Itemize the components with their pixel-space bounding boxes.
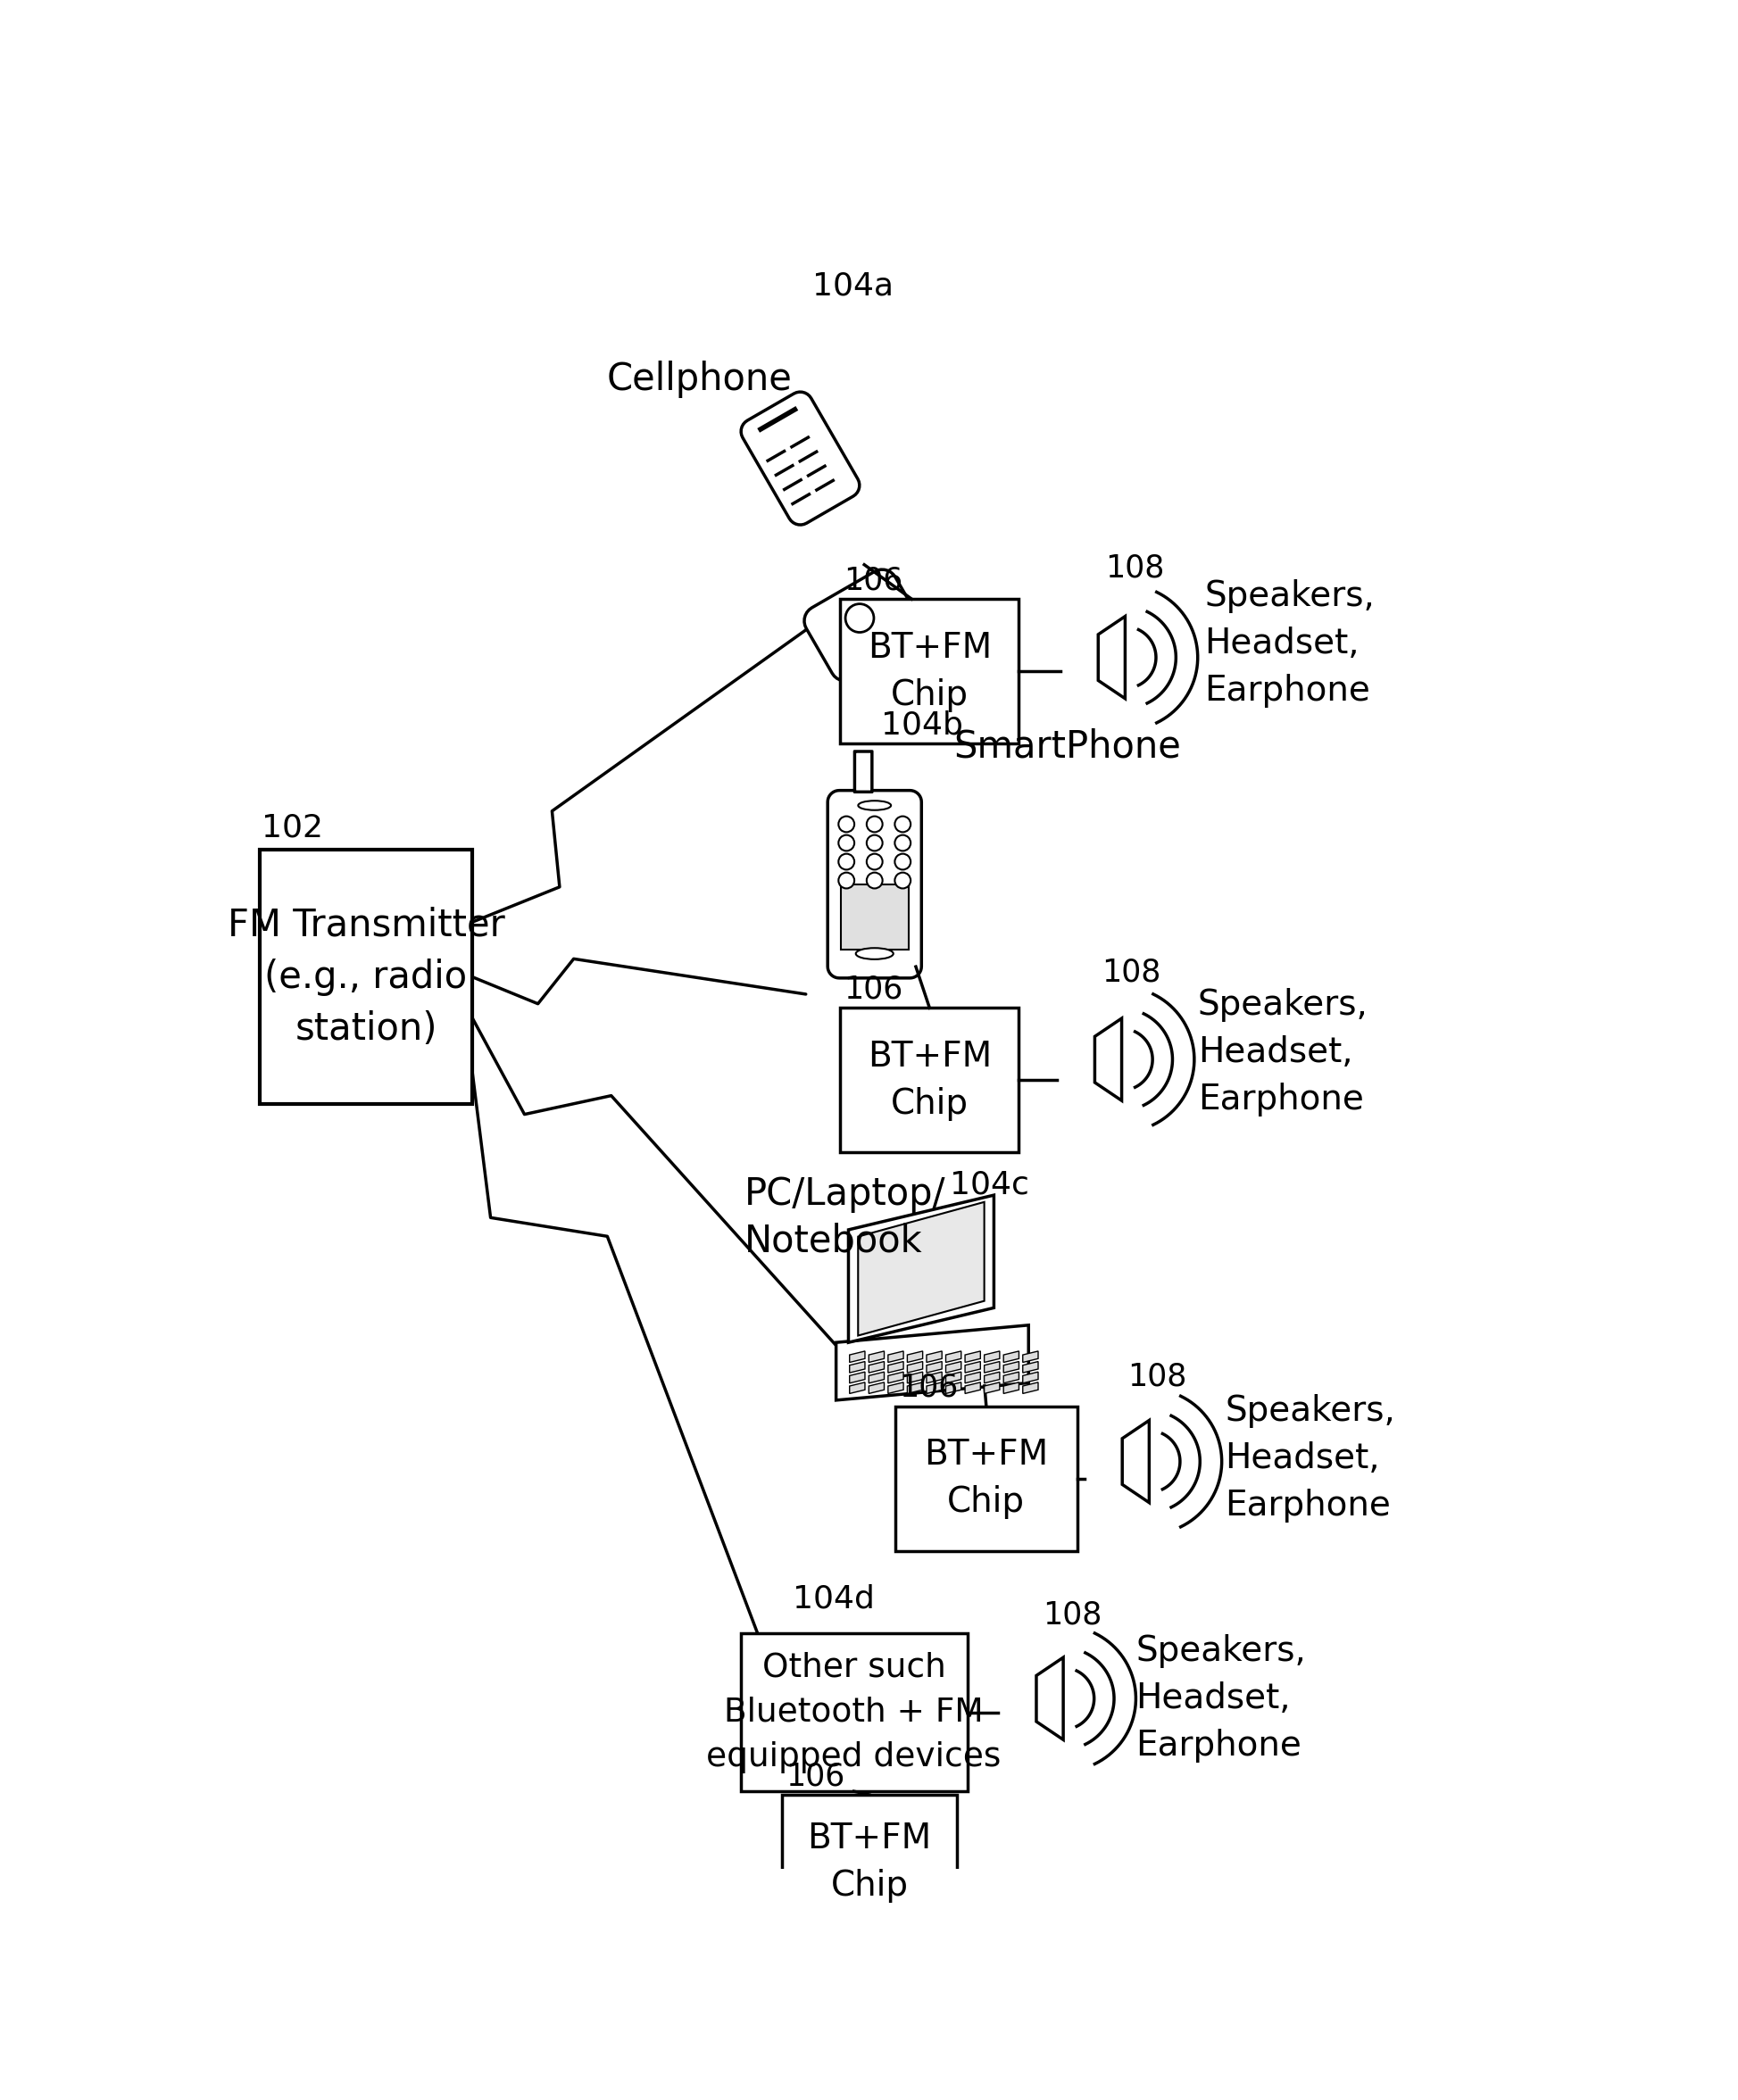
Polygon shape bbox=[850, 1361, 866, 1373]
Polygon shape bbox=[850, 1350, 866, 1363]
Polygon shape bbox=[850, 1371, 866, 1384]
Polygon shape bbox=[1022, 1361, 1038, 1373]
Polygon shape bbox=[859, 1201, 984, 1336]
Polygon shape bbox=[984, 1371, 999, 1384]
Polygon shape bbox=[965, 1371, 980, 1384]
Text: SmartPhone: SmartPhone bbox=[954, 729, 1182, 766]
Bar bbox=[259, 851, 473, 1105]
Text: 106: 106 bbox=[843, 974, 904, 1004]
Polygon shape bbox=[805, 569, 923, 680]
Text: 104d: 104d bbox=[793, 1583, 874, 1615]
Circle shape bbox=[895, 855, 911, 869]
Bar bbox=[895, 1407, 1078, 1550]
Polygon shape bbox=[926, 1371, 942, 1384]
Circle shape bbox=[867, 872, 883, 888]
Circle shape bbox=[867, 817, 883, 832]
Polygon shape bbox=[888, 1371, 904, 1384]
Text: 104a: 104a bbox=[813, 271, 893, 302]
Polygon shape bbox=[850, 1382, 866, 1394]
Polygon shape bbox=[965, 1350, 980, 1363]
Text: 108: 108 bbox=[1043, 1600, 1102, 1630]
Text: 108: 108 bbox=[1128, 1361, 1187, 1392]
Text: 108: 108 bbox=[1105, 552, 1164, 584]
Bar bbox=[782, 1796, 958, 1928]
Polygon shape bbox=[926, 1382, 942, 1394]
Bar bbox=[841, 884, 909, 949]
Text: FM Transmitter
(e.g., radio
station): FM Transmitter (e.g., radio station) bbox=[228, 905, 504, 1048]
Polygon shape bbox=[907, 1361, 923, 1373]
Circle shape bbox=[867, 855, 883, 869]
Polygon shape bbox=[1098, 615, 1124, 699]
Polygon shape bbox=[1003, 1382, 1018, 1394]
Polygon shape bbox=[926, 1361, 942, 1373]
Circle shape bbox=[895, 817, 911, 832]
Polygon shape bbox=[1022, 1350, 1038, 1363]
Text: BT+FM
Chip: BT+FM Chip bbox=[867, 630, 992, 712]
Circle shape bbox=[895, 872, 911, 888]
Text: BT+FM
Chip: BT+FM Chip bbox=[808, 1821, 932, 1903]
Text: 106: 106 bbox=[786, 1762, 845, 1791]
Polygon shape bbox=[848, 1195, 994, 1342]
Text: 104c: 104c bbox=[951, 1170, 1029, 1201]
Polygon shape bbox=[1123, 1420, 1149, 1504]
Circle shape bbox=[845, 605, 874, 632]
Polygon shape bbox=[888, 1350, 904, 1363]
Bar bbox=[740, 1634, 968, 1791]
Text: PC/Laptop/
Notebook: PC/Laptop/ Notebook bbox=[744, 1176, 945, 1260]
Polygon shape bbox=[1022, 1371, 1038, 1384]
Polygon shape bbox=[869, 1361, 885, 1373]
Bar bbox=[839, 598, 1018, 743]
Polygon shape bbox=[888, 1382, 904, 1394]
Polygon shape bbox=[869, 1371, 885, 1384]
Circle shape bbox=[895, 836, 911, 851]
Text: BT+FM
Chip: BT+FM Chip bbox=[925, 1439, 1048, 1518]
Polygon shape bbox=[869, 1382, 885, 1394]
Ellipse shape bbox=[859, 800, 892, 811]
Circle shape bbox=[867, 836, 883, 851]
FancyBboxPatch shape bbox=[855, 752, 872, 792]
Text: Speakers,
Headset,
Earphone: Speakers, Headset, Earphone bbox=[1225, 1394, 1396, 1522]
Text: Cellphone: Cellphone bbox=[607, 361, 793, 397]
Circle shape bbox=[838, 872, 855, 888]
Polygon shape bbox=[827, 790, 921, 979]
Text: BT+FM
Chip: BT+FM Chip bbox=[867, 1040, 992, 1121]
Ellipse shape bbox=[855, 947, 893, 960]
Circle shape bbox=[838, 855, 855, 869]
Text: 108: 108 bbox=[1102, 958, 1161, 987]
Circle shape bbox=[838, 836, 855, 851]
Text: Speakers,
Headset,
Earphone: Speakers, Headset, Earphone bbox=[1135, 1634, 1305, 1762]
Polygon shape bbox=[945, 1350, 961, 1363]
Polygon shape bbox=[907, 1350, 923, 1363]
Text: Speakers,
Headset,
Earphone: Speakers, Headset, Earphone bbox=[1204, 580, 1375, 708]
Text: 104b: 104b bbox=[881, 710, 963, 739]
Circle shape bbox=[838, 817, 855, 832]
Polygon shape bbox=[984, 1361, 999, 1373]
Text: 106: 106 bbox=[899, 1371, 958, 1403]
Polygon shape bbox=[836, 1325, 1029, 1401]
Polygon shape bbox=[1003, 1361, 1018, 1373]
Bar bbox=[839, 1008, 1018, 1153]
Polygon shape bbox=[965, 1361, 980, 1373]
Polygon shape bbox=[984, 1350, 999, 1363]
Polygon shape bbox=[907, 1382, 923, 1394]
Polygon shape bbox=[888, 1361, 904, 1373]
Text: Speakers,
Headset,
Earphone: Speakers, Headset, Earphone bbox=[1197, 989, 1368, 1117]
Text: 102: 102 bbox=[261, 813, 323, 842]
Polygon shape bbox=[984, 1382, 999, 1394]
Text: 106: 106 bbox=[843, 565, 904, 596]
Polygon shape bbox=[1003, 1350, 1018, 1363]
Polygon shape bbox=[869, 1350, 885, 1363]
Text: Other such
Bluetooth + FM
equipped devices: Other such Bluetooth + FM equipped devic… bbox=[706, 1651, 1001, 1772]
Polygon shape bbox=[1022, 1382, 1038, 1394]
Polygon shape bbox=[1036, 1657, 1064, 1739]
Polygon shape bbox=[740, 393, 860, 525]
Polygon shape bbox=[945, 1371, 961, 1384]
Polygon shape bbox=[945, 1382, 961, 1394]
Polygon shape bbox=[926, 1350, 942, 1363]
Polygon shape bbox=[965, 1382, 980, 1394]
Polygon shape bbox=[1003, 1371, 1018, 1384]
Polygon shape bbox=[1095, 1018, 1121, 1100]
Polygon shape bbox=[945, 1361, 961, 1373]
Polygon shape bbox=[907, 1371, 923, 1384]
